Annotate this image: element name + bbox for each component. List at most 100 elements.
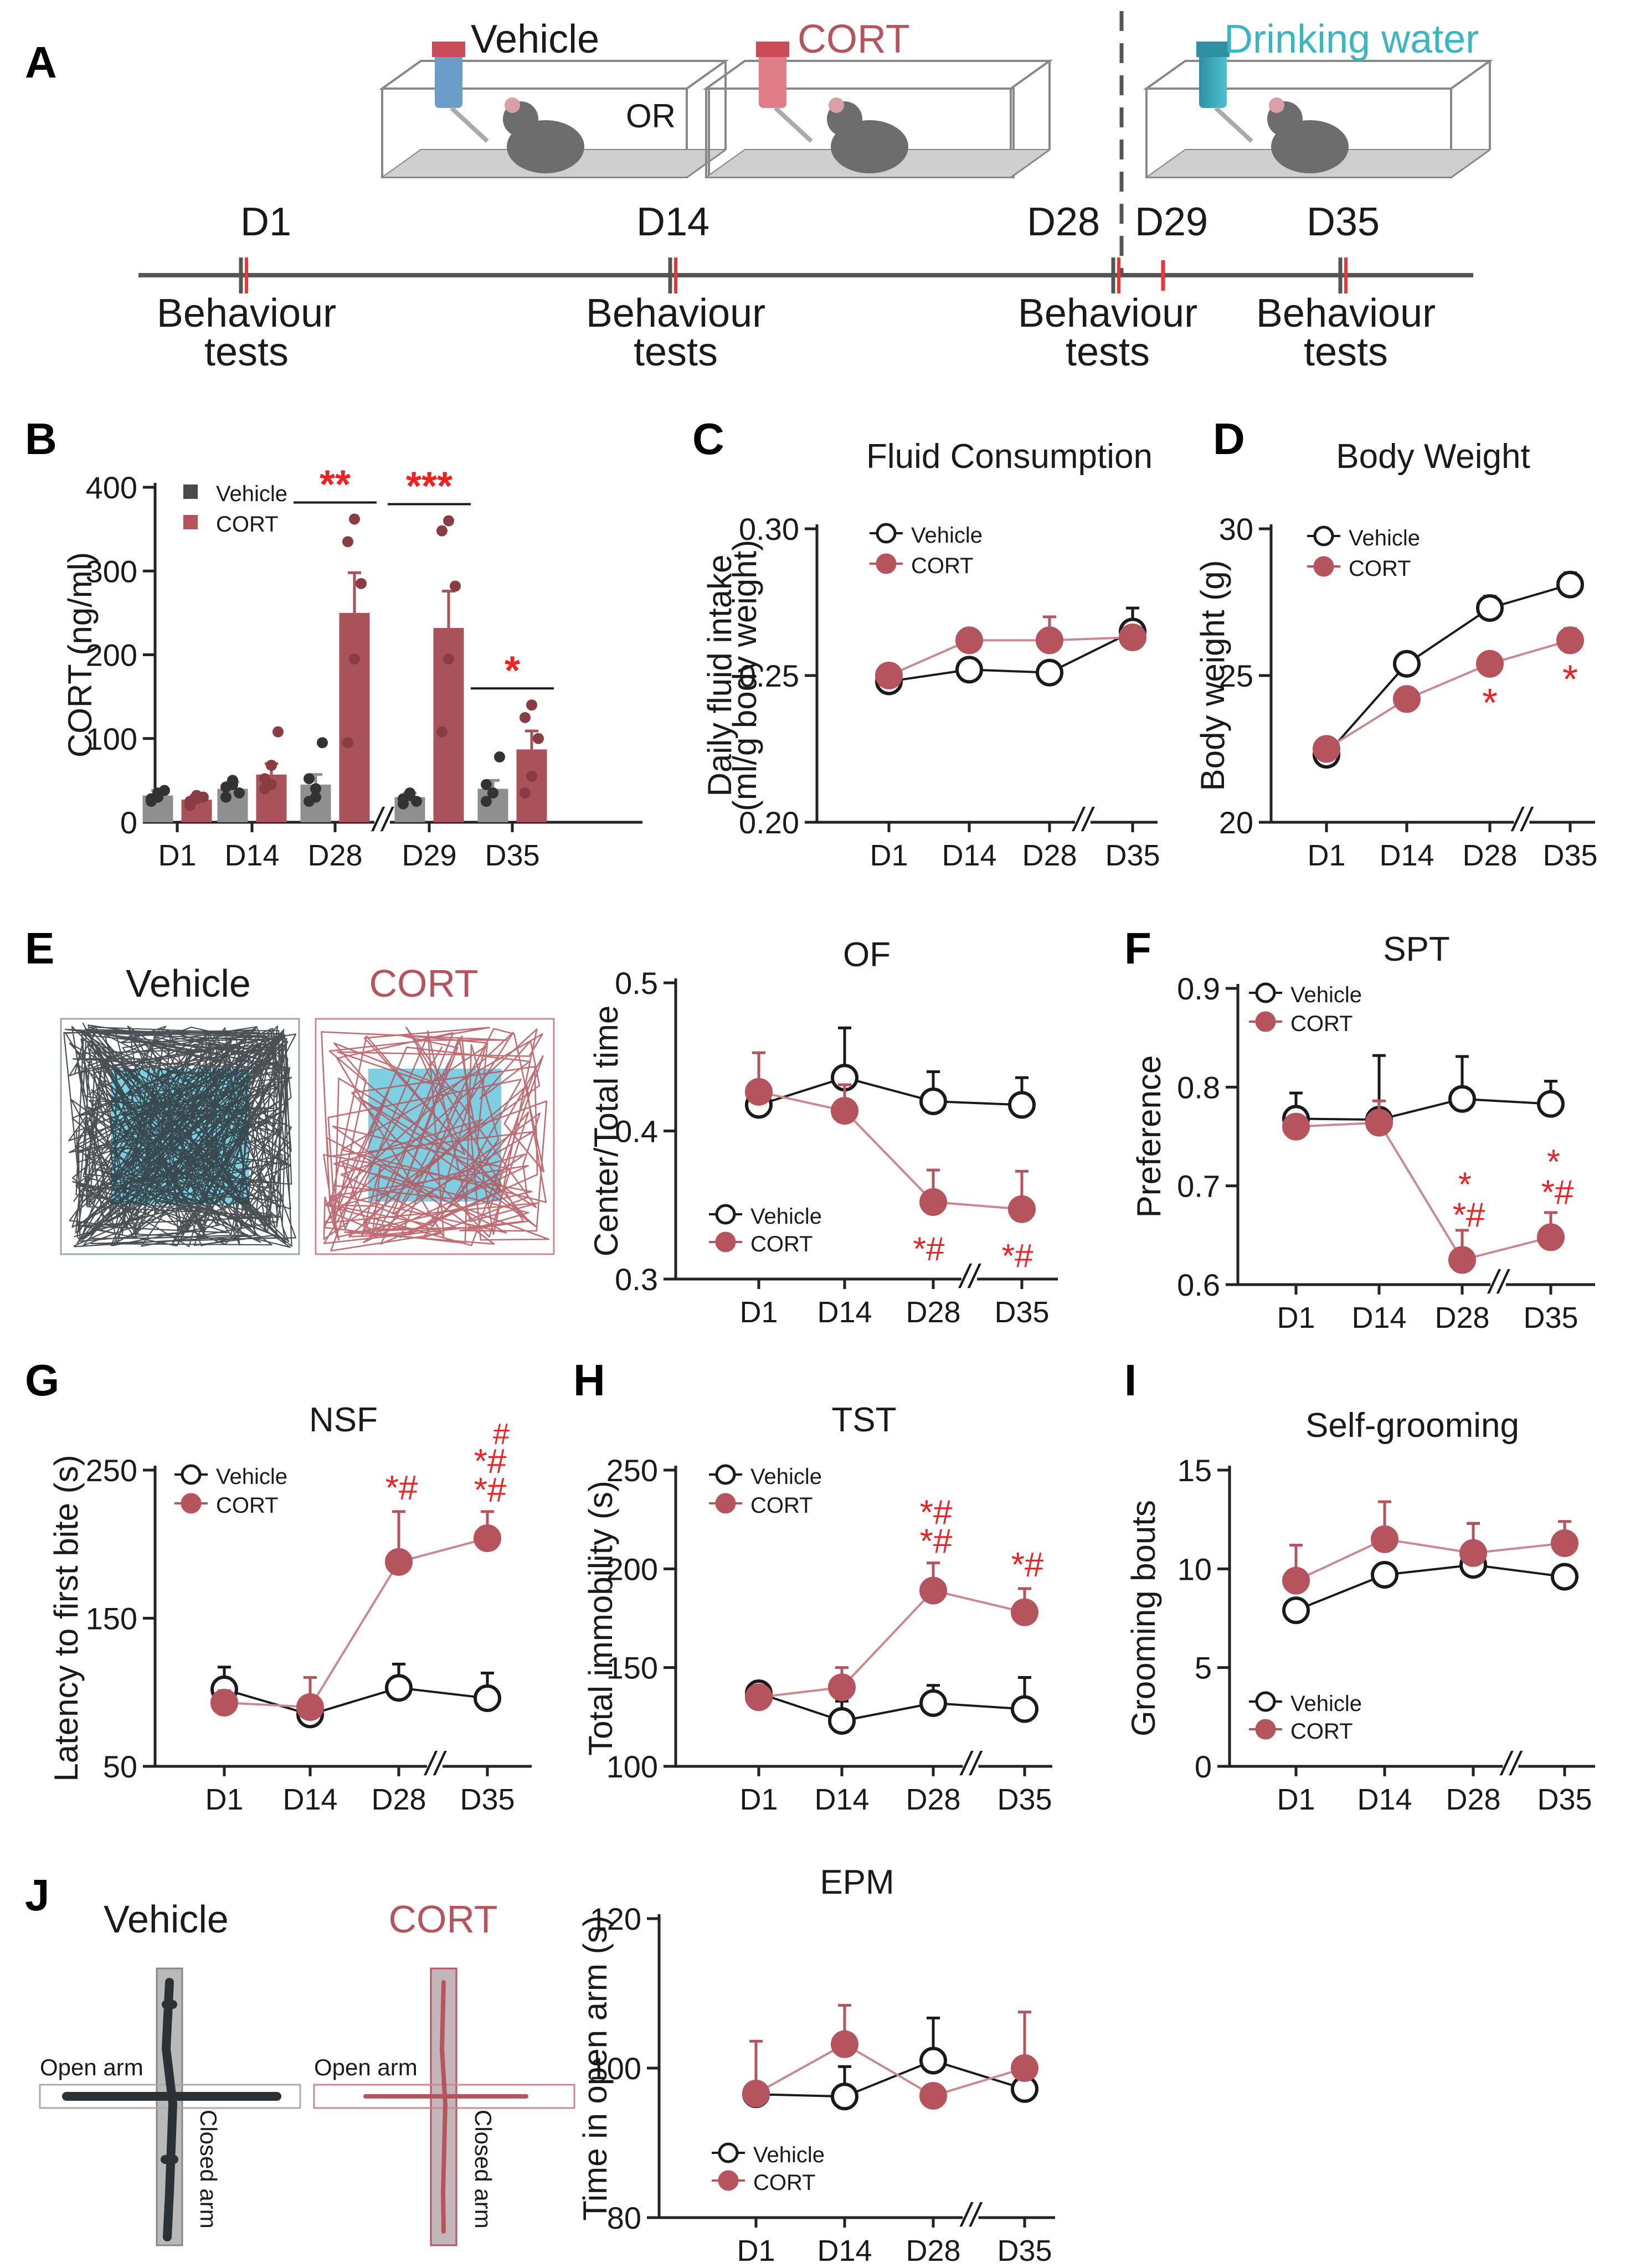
epm-track-images: Vehicle CORT Open arm Closed arm Open ar… bbox=[39, 1898, 575, 2246]
chart-h-point-cort bbox=[919, 1576, 947, 1605]
chart-of-ytick-label: 0.3 bbox=[615, 1262, 658, 1297]
chart-b-xtick-label: D29 bbox=[402, 839, 456, 872]
chart-f-ylabel: Preference bbox=[1130, 1055, 1168, 1218]
chart-f-legend-vehicle: Vehicle bbox=[1290, 983, 1362, 1007]
chart-c-ytick-label: 0.25 bbox=[739, 658, 799, 693]
panel-letter-i: I bbox=[1124, 1355, 1137, 1405]
chart-g-point-cort bbox=[474, 1524, 501, 1553]
chart-j-legend-cort-marker bbox=[718, 2170, 739, 2191]
chart-of-xtick-label: D28 bbox=[906, 1296, 960, 1329]
tests-label-0: tests bbox=[204, 330, 289, 374]
chart-g-point-cort bbox=[385, 1548, 413, 1576]
chart-i-xtick-label: D35 bbox=[1537, 1783, 1592, 1816]
of-track-images: Vehicle CORT bbox=[60, 962, 555, 1255]
chart-h-xtick-label: D28 bbox=[906, 1783, 960, 1816]
chart-c-axis-break: // bbox=[1071, 801, 1095, 838]
chart-j-xtick-label: D35 bbox=[997, 2234, 1052, 2267]
chart-i-legend-vehicle-marker bbox=[1255, 1691, 1276, 1712]
chart-h-axis-break: // bbox=[959, 1745, 983, 1782]
chart-b-point-cort bbox=[443, 653, 454, 665]
chart-b-point-cort bbox=[436, 525, 448, 537]
chart-j-point-cort bbox=[831, 2030, 858, 2058]
chart-j-legend-cort: CORT bbox=[753, 2171, 816, 2195]
chart-of-xtick-label: D14 bbox=[817, 1296, 872, 1329]
chart-of-line-vehicle bbox=[758, 1076, 1022, 1106]
chart-of-ytick-label: 0.4 bbox=[615, 1114, 658, 1149]
chart-b-point-cort bbox=[526, 770, 537, 782]
vehicle-header: Vehicle bbox=[471, 17, 599, 61]
chart-j-line-vehicle bbox=[755, 2059, 1025, 2098]
chart-h-xtick-label: D1 bbox=[739, 1783, 778, 1816]
chart-f-ytick-label: 0.6 bbox=[1177, 1267, 1220, 1302]
chart-f-ytick-label: 0.7 bbox=[1177, 1169, 1220, 1204]
chart-d-xtick-label: D1 bbox=[1307, 839, 1345, 872]
chart-of-line-cort bbox=[758, 1090, 1022, 1210]
chart-c-line-cort bbox=[888, 636, 1133, 677]
chart-f-point-vehicle bbox=[1448, 1085, 1476, 1113]
chart-g-line-cort bbox=[224, 1537, 488, 1709]
chart-b-point-vehicle bbox=[220, 791, 232, 803]
cage-water-icon bbox=[1143, 42, 1494, 178]
chart-b-point-cort bbox=[259, 773, 270, 785]
chart-f-legend-cort-marker bbox=[1255, 1011, 1276, 1032]
chart-c-ytick-label: 0.20 bbox=[739, 805, 799, 840]
chart-g-annotation: *# bbox=[385, 1469, 418, 1507]
chart-c-legend-vehicle-marker bbox=[876, 523, 897, 544]
timeline-day-d29: D29 bbox=[1135, 200, 1208, 244]
chart-j-title: EPM bbox=[820, 1863, 894, 1901]
chart-d-legend-cort-marker bbox=[1313, 556, 1334, 577]
chart-h-ylabel: Total immobility (s) bbox=[582, 1481, 619, 1756]
chart-b-ylabel: CORT (ng/ml) bbox=[61, 552, 99, 757]
trackVehicle-path bbox=[63, 1022, 297, 1248]
of-vehicle-track bbox=[63, 1022, 297, 1248]
chart-f-line-cort bbox=[1295, 1121, 1551, 1261]
timeline-day-d35: D35 bbox=[1307, 200, 1380, 244]
behaviour-label-3: Behaviour bbox=[1256, 291, 1436, 336]
chart-d-point-cort bbox=[1393, 685, 1421, 713]
trackCort-path bbox=[321, 1027, 550, 1252]
chart-b-point-cort bbox=[520, 787, 531, 799]
chart-d-ytick-label: 30 bbox=[1219, 512, 1253, 547]
chart-b-point-vehicle bbox=[304, 773, 315, 785]
chart-g-ytick-label: 150 bbox=[86, 1601, 137, 1636]
chart-h-title: TST bbox=[831, 1401, 896, 1439]
chart-b-legend-cort-marker bbox=[183, 515, 198, 529]
chart-g-title: NSF bbox=[309, 1401, 378, 1439]
water-header: Drinking water bbox=[1224, 17, 1479, 61]
chart-h-point-vehicle bbox=[919, 1689, 947, 1717]
chart-h-ytick-label: 100 bbox=[606, 1749, 658, 1784]
chart-i-line-cort bbox=[1295, 1538, 1565, 1582]
chart-d-xtick-label: D35 bbox=[1542, 839, 1597, 872]
chart-i-title: Self-grooming bbox=[1305, 1406, 1519, 1445]
chart-f-xtick-label: D14 bbox=[1351, 1301, 1406, 1334]
chart-g-point-cort bbox=[210, 1688, 238, 1717]
epm-cort-track bbox=[363, 1980, 528, 2234]
chart-f-xtick-label: D1 bbox=[1277, 1301, 1315, 1334]
chart-f-point-cort bbox=[1448, 1246, 1476, 1274]
chart-d-legend-vehicle: Vehicle bbox=[1349, 526, 1420, 550]
chart-j-xtick-label: D28 bbox=[906, 2234, 960, 2267]
chart-j-axis-break: // bbox=[959, 2197, 983, 2234]
panel-letter-j: J bbox=[25, 1870, 50, 1920]
chart-h-point-vehicle bbox=[1011, 1695, 1038, 1723]
chart-f-line-vehicle bbox=[1295, 1097, 1551, 1121]
or-label: OR bbox=[626, 97, 676, 135]
chart-h-ytick-label: 150 bbox=[606, 1651, 658, 1685]
chart-c-ytick-label: 0.30 bbox=[739, 512, 799, 547]
chart-c-point-cort bbox=[875, 662, 903, 689]
chart-i-xtick-label: D14 bbox=[1357, 1783, 1412, 1816]
chart-b-point-vehicle bbox=[310, 791, 321, 803]
chart-f-point-vehicle bbox=[1537, 1090, 1565, 1118]
chart-g-point-vehicle bbox=[474, 1684, 501, 1712]
chart-d-annotation: * bbox=[1562, 657, 1578, 702]
chart-b-xtick-label: D14 bbox=[224, 839, 279, 872]
chart-i-point-cort bbox=[1551, 1529, 1578, 1557]
chart-b-point-cort bbox=[349, 653, 360, 665]
epm-vehicle-open-arm-label: Open arm bbox=[40, 2054, 143, 2080]
chart-h-legend-vehicle: Vehicle bbox=[750, 1465, 822, 1489]
chart-b-legend-cort: CORT bbox=[216, 512, 279, 537]
chart-d-ytick-label: 25 bbox=[1219, 658, 1253, 693]
chart-g-axis-break: // bbox=[423, 1745, 447, 1782]
chart-d-point-cort bbox=[1476, 650, 1504, 678]
chart-c-legend-cort: CORT bbox=[911, 554, 974, 578]
